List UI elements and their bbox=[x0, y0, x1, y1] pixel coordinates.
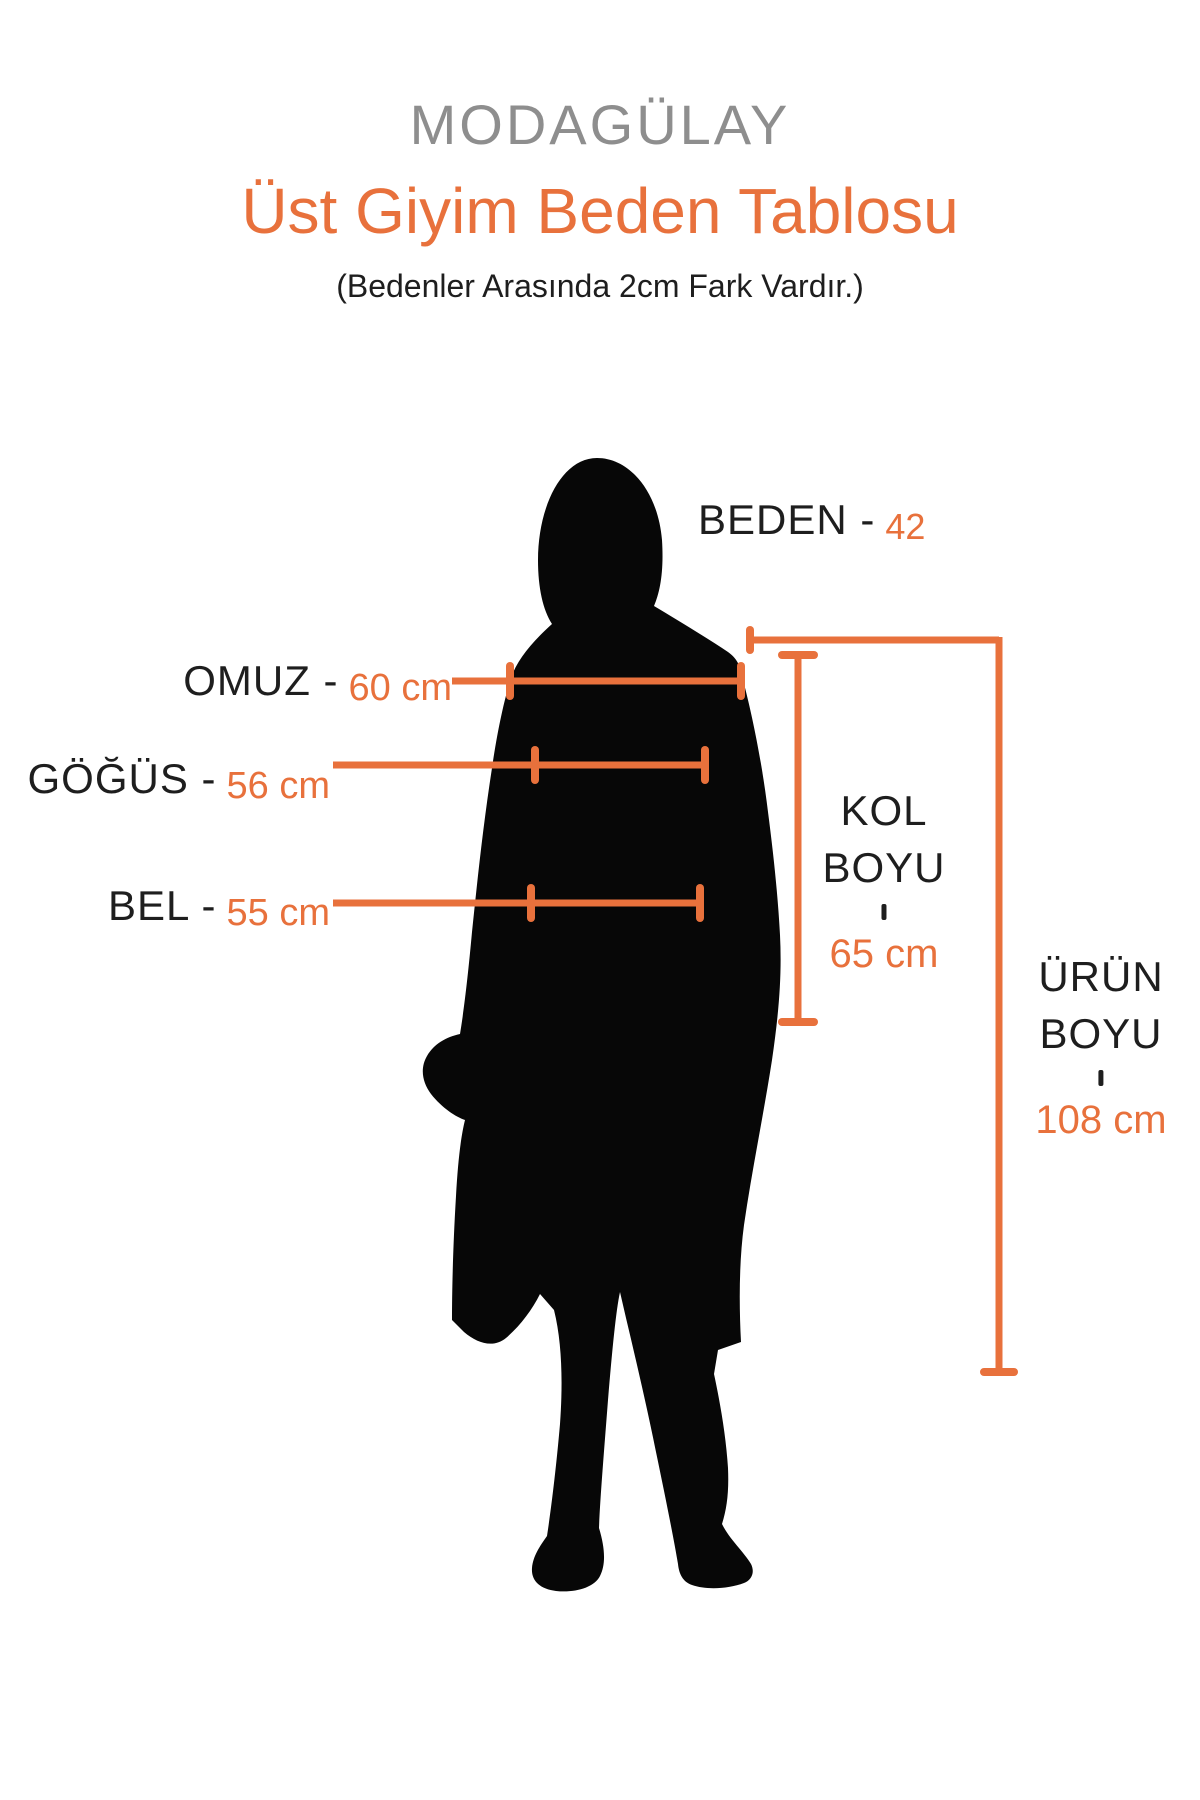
beden-label: BEDEN - bbox=[698, 496, 876, 543]
kol-boyu-tick-mark bbox=[881, 904, 887, 920]
urun-boyu-annotation: ÜRÜN BOYU 108 cm bbox=[1035, 948, 1166, 1140]
urun-boyu-label-line2: BOYU bbox=[1039, 1010, 1163, 1057]
bel-label: BEL - bbox=[108, 882, 217, 929]
page-subtitle: (Bedenler Arasında 2cm Fark Vardır.) bbox=[336, 268, 864, 304]
bel-value: 55 cm bbox=[226, 892, 330, 934]
gogus-annotation: GÖĞÜS -56 cm bbox=[0, 751, 332, 817]
bel-annotation: BEL -55 cm bbox=[0, 878, 332, 944]
gogus-measure-line bbox=[333, 746, 709, 784]
omuz-value: 60 cm bbox=[348, 667, 452, 709]
omuz-measure-line bbox=[452, 662, 745, 700]
kol-boyu-label-line1: KOL bbox=[840, 787, 928, 834]
bel-measure-line bbox=[333, 884, 704, 922]
measurement-lines bbox=[333, 626, 1018, 1376]
kol-boyu-label-line2: BOYU bbox=[822, 844, 946, 891]
beden-value: 42 bbox=[885, 506, 926, 547]
urun-boyu-value: 108 cm bbox=[1035, 1098, 1167, 1142]
person-silhouette bbox=[422, 458, 781, 1592]
gogus-label: GÖĞÜS - bbox=[27, 755, 217, 802]
page-title: Üst Giyim Beden Tablosu bbox=[241, 175, 959, 247]
omuz-label: OMUZ - bbox=[183, 657, 339, 704]
urun-boyu-tick-mark bbox=[1098, 1070, 1104, 1086]
brand-logo: MODAGÜLAY bbox=[409, 93, 791, 156]
urun-boyu-label-line1: ÜRÜN bbox=[1038, 953, 1164, 1000]
kol-boyu-annotation: KOL BOYU 65 cm bbox=[822, 782, 945, 974]
omuz-annotation: OMUZ -60 cm bbox=[0, 653, 454, 719]
beden-annotation: BEDEN -42 bbox=[698, 492, 925, 558]
kol-boyu-value: 65 cm bbox=[829, 932, 939, 976]
kol-boyu-measure-line bbox=[778, 651, 818, 1026]
gogus-value: 56 cm bbox=[226, 765, 330, 807]
urun-boyu-measure-line bbox=[746, 626, 1018, 1376]
